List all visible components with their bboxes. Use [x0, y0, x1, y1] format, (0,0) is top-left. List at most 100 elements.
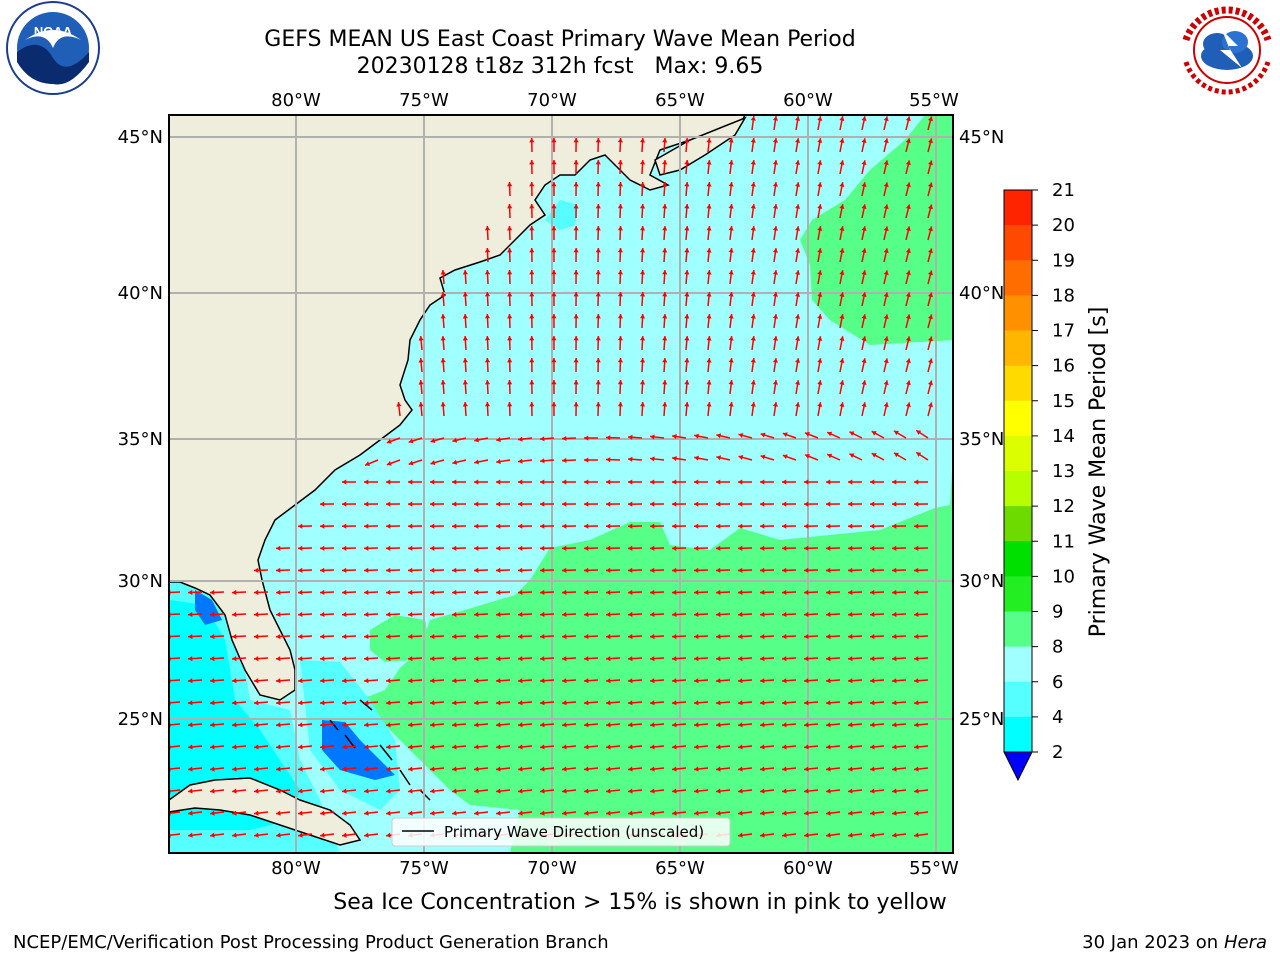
wave-arrow-head — [452, 523, 457, 529]
colorbar-tick-label: 2 — [1052, 742, 1063, 763]
wave-arrow-head — [738, 656, 743, 662]
wave-arrow-head — [716, 433, 722, 439]
wave-arrow-head — [562, 722, 567, 728]
wave-arrow-head — [706, 292, 712, 297]
wave-arrow-head — [595, 314, 601, 319]
land-bahamas — [329, 699, 431, 801]
wave-arrow-head — [817, 160, 823, 165]
wave-arrow-head — [606, 545, 611, 551]
wave-arrow-head — [595, 270, 601, 275]
wave-arrow-head — [728, 336, 734, 341]
wave-arrow-head — [342, 722, 347, 728]
wave-arrow-head — [276, 633, 281, 640]
wave-arrow-head — [364, 479, 369, 485]
wave-arrow-head — [650, 567, 655, 573]
wave-arrow-head — [706, 160, 712, 165]
wave-arrow-head — [254, 744, 259, 750]
wave-arrow-head — [628, 479, 633, 485]
wave-arrow-head — [276, 766, 281, 772]
wave-arrow-head — [628, 434, 633, 440]
wave-arrow-head — [738, 523, 743, 529]
wave-arrow-head — [573, 138, 579, 143]
wave-arrow-head — [827, 453, 833, 459]
wave-arrow-head — [772, 402, 778, 407]
wave-arrow-head — [606, 744, 611, 750]
wave-arrow-head — [573, 160, 579, 165]
wave-arrow-head — [804, 567, 809, 573]
wave-arrow-head — [474, 744, 479, 750]
period-zone-9-10-south — [360, 455, 953, 853]
wave-arrow-head — [672, 810, 677, 816]
wave-arrow-head — [507, 314, 513, 319]
wave-arrow-head — [276, 589, 281, 595]
wave-arrow-head — [883, 380, 889, 386]
wave-arrow-head — [905, 204, 911, 210]
wave-arrow-head — [772, 336, 778, 341]
wave-arrow-head — [826, 545, 831, 551]
wave-arrow-head — [883, 182, 889, 188]
wave-arrow-head — [529, 204, 535, 209]
wave-arrow-head — [452, 656, 457, 662]
wave-arrow-head — [706, 248, 712, 253]
wave-arrow-head — [606, 788, 611, 794]
wave-arrow-head — [518, 700, 523, 706]
period-zone-2-4-bahamas — [322, 720, 395, 780]
wave-arrow-head — [484, 402, 491, 407]
wave-arrow-head — [584, 611, 589, 618]
wave-arrow-head — [662, 358, 668, 363]
wave-arrow-head — [706, 358, 712, 363]
wave-arrow-head — [914, 611, 919, 618]
wave-arrow-head — [210, 633, 215, 640]
wave-arrow-head — [662, 248, 668, 253]
wave-arrow-head — [628, 810, 633, 816]
wave-arrow-head — [440, 270, 446, 275]
wave-arrow-head — [529, 226, 535, 231]
wave-arrow-head — [496, 501, 501, 507]
wave-arrow-head — [551, 182, 557, 187]
wave-arrow-head — [462, 270, 468, 275]
wave-arrow-head — [760, 611, 765, 618]
wave-arrow-head — [672, 545, 677, 551]
wave-arrow-head — [795, 226, 801, 231]
wave-arrow-head — [562, 589, 567, 595]
wave-arrow-head — [861, 336, 867, 342]
wave-arrow-head — [883, 226, 889, 232]
wave-arrow-head — [628, 722, 633, 728]
wave-arrow-head — [870, 656, 875, 662]
wave-arrow-head — [562, 523, 567, 529]
wave-arrow-head — [914, 832, 919, 838]
wave-arrow-head — [474, 766, 479, 772]
wave-arrow-head — [750, 292, 756, 297]
wave-arrow-head — [518, 678, 523, 684]
wave-arrow-head — [628, 501, 633, 507]
wave-arrow-head — [320, 633, 325, 640]
wave-arrow-head — [188, 722, 193, 728]
colorbar-tick-label: 15 — [1052, 391, 1075, 412]
wave-arrow-head — [826, 589, 831, 595]
wave-arrow-head — [386, 678, 391, 684]
wave-arrow-head — [750, 358, 756, 363]
wave-arrow-head — [849, 431, 855, 437]
wave-arrow-head — [320, 678, 325, 684]
wave-arrow-head — [540, 678, 545, 684]
wave-arrow-head — [188, 744, 193, 750]
wave-arrow-head — [452, 545, 457, 551]
wave-arrow-head — [870, 832, 875, 838]
wave-arrow-head — [826, 700, 831, 706]
wave-arrow-head — [452, 700, 457, 706]
wave-arrow-head — [849, 453, 855, 459]
wave-arrow-head — [782, 810, 787, 816]
wave-arrow-head — [440, 292, 446, 297]
wave-arrow-head — [927, 402, 933, 408]
period-zone-9-10-island — [370, 615, 430, 662]
wave-arrow-head — [507, 270, 513, 275]
sea-ice-note: Sea Ice Concentration > 15% is shown in … — [333, 890, 947, 915]
wave-arrow-head — [276, 722, 281, 728]
wave-arrow-head — [782, 545, 787, 551]
wave-arrow-head — [905, 226, 911, 232]
wave-arrow-head — [188, 810, 193, 816]
wave-arrow-head — [892, 810, 897, 816]
wave-arrow-head — [772, 116, 778, 121]
wave-arrow-head — [772, 182, 778, 187]
wave-arrow-head — [826, 678, 831, 684]
